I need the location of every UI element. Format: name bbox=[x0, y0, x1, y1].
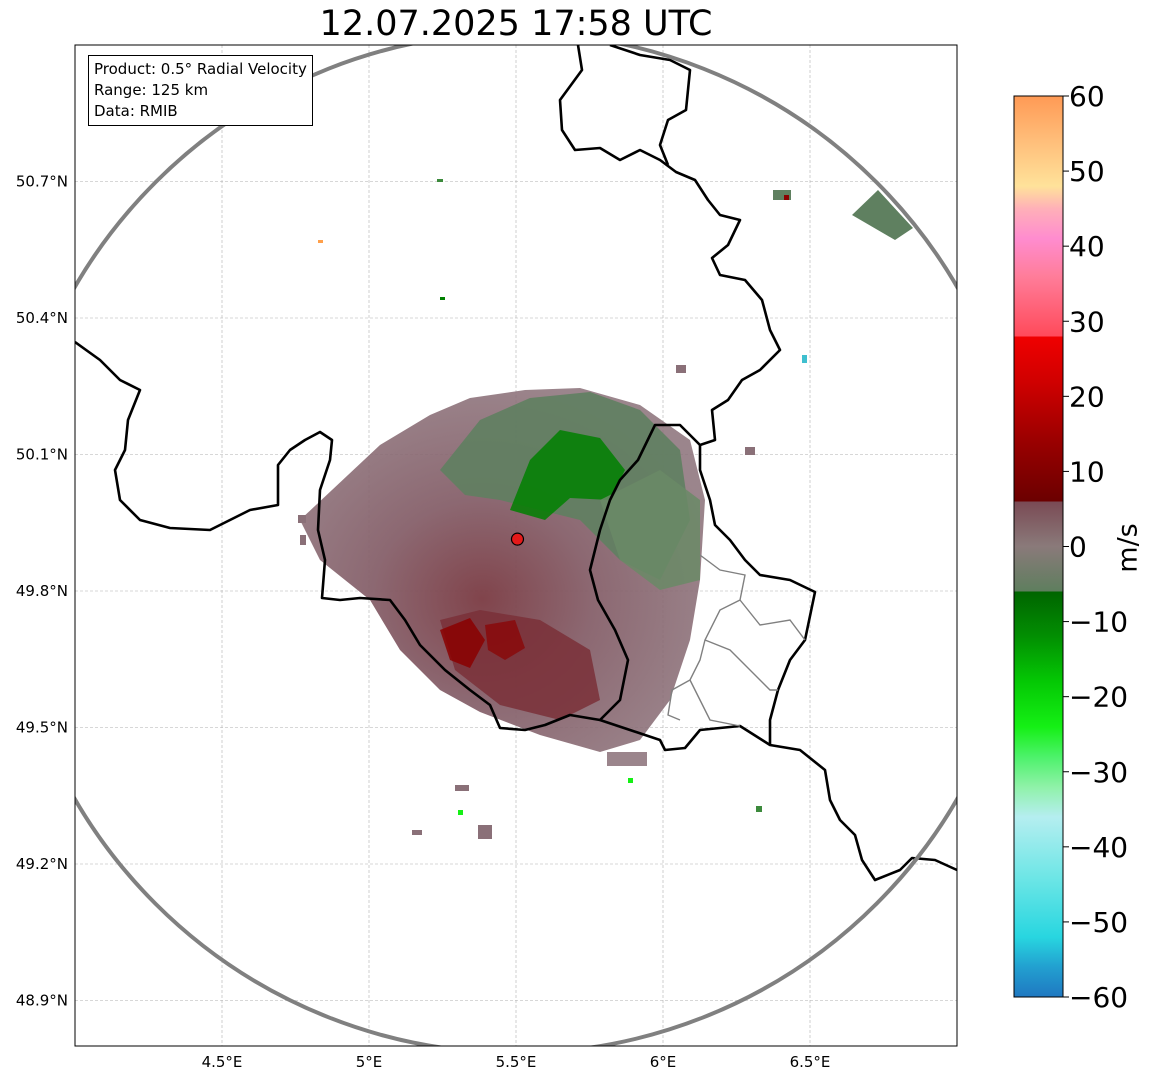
lon-tick-label: 5.5°E bbox=[496, 1053, 537, 1071]
chart-title: 12.07.2025 17:58 UTC bbox=[319, 4, 713, 44]
lat-tick-label: 50.1°N bbox=[16, 446, 68, 464]
colorbar-tick-label: −40 bbox=[1069, 831, 1128, 864]
info-product: Product: 0.5° Radial Velocity bbox=[94, 60, 307, 78]
info-box: Product: 0.5° Radial Velocity Range: 125… bbox=[88, 55, 313, 126]
radar-echo-field bbox=[298, 179, 913, 839]
longitude-tick-labels: 4.5°E 5°E 5.5°E 6°E 6.5°E bbox=[202, 1053, 831, 1071]
colorbar-tick-label: −10 bbox=[1069, 606, 1128, 639]
colorbar-tick-label: 10 bbox=[1069, 455, 1105, 488]
echo-approaching-east bbox=[600, 470, 700, 590]
border-north-east bbox=[75, 45, 782, 732]
colorbar-tick-label: 20 bbox=[1069, 380, 1105, 413]
lon-tick-label: 4.5°E bbox=[202, 1053, 243, 1071]
country-borders bbox=[75, 45, 957, 882]
lon-tick-label: 6.5°E bbox=[790, 1053, 831, 1071]
latitude-tick-labels: 50.7°N 50.4°N 50.1°N 49.8°N 49.5°N 49.2°N 48.9… bbox=[16, 173, 68, 1010]
info-range: Range: 125 km bbox=[94, 81, 209, 99]
colorbar-tick-label: 50 bbox=[1069, 155, 1105, 188]
lat-tick-label: 49.8°N bbox=[16, 582, 68, 600]
colorbar-label: m/s bbox=[1112, 523, 1144, 573]
lat-tick-label: 48.9°N bbox=[16, 992, 68, 1010]
echo-receding-strong-2 bbox=[485, 620, 525, 660]
colorbar: 60 50 40 30 20 10 0 −10 −20 −30 −40 −50 −60 bbox=[1013, 80, 1128, 1014]
info-data-source: Data: RMIB bbox=[94, 102, 178, 120]
lat-tick-label: 50.4°N bbox=[16, 309, 68, 327]
colorbar-tick-label: 0 bbox=[1069, 531, 1087, 564]
lat-tick-label: 49.2°N bbox=[16, 855, 68, 873]
colorbar-scale bbox=[1013, 95, 1064, 998]
border-ridge-north bbox=[609, 45, 692, 166]
colorbar-tick-label: −60 bbox=[1069, 981, 1128, 1014]
region-borders bbox=[667, 554, 806, 727]
colorbar-tick-label: −30 bbox=[1069, 756, 1128, 789]
colorbar-tick-label: 60 bbox=[1069, 80, 1105, 113]
echo-approaching-strong bbox=[510, 430, 625, 520]
colorbar-tick-label: −50 bbox=[1069, 906, 1128, 939]
lon-tick-label: 6°E bbox=[650, 1053, 677, 1071]
colorbar-ticks: 60 50 40 30 20 10 0 −10 −20 −30 −40 −50 −60 bbox=[1063, 80, 1128, 1014]
radar-site-marker bbox=[510, 532, 525, 546]
colorbar-tick-label: 40 bbox=[1069, 230, 1105, 263]
border-south bbox=[599, 718, 957, 882]
lat-tick-label: 50.7°N bbox=[16, 173, 68, 191]
colorbar-tick-label: 30 bbox=[1069, 305, 1105, 338]
echo-receding-strong bbox=[440, 618, 485, 668]
border-east-lux bbox=[698, 445, 817, 745]
echo-cell-northeast bbox=[852, 190, 913, 240]
lon-tick-label: 5°E bbox=[356, 1053, 383, 1071]
lat-tick-label: 49.5°N bbox=[16, 719, 68, 737]
colorbar-tick-label: −20 bbox=[1069, 681, 1128, 714]
